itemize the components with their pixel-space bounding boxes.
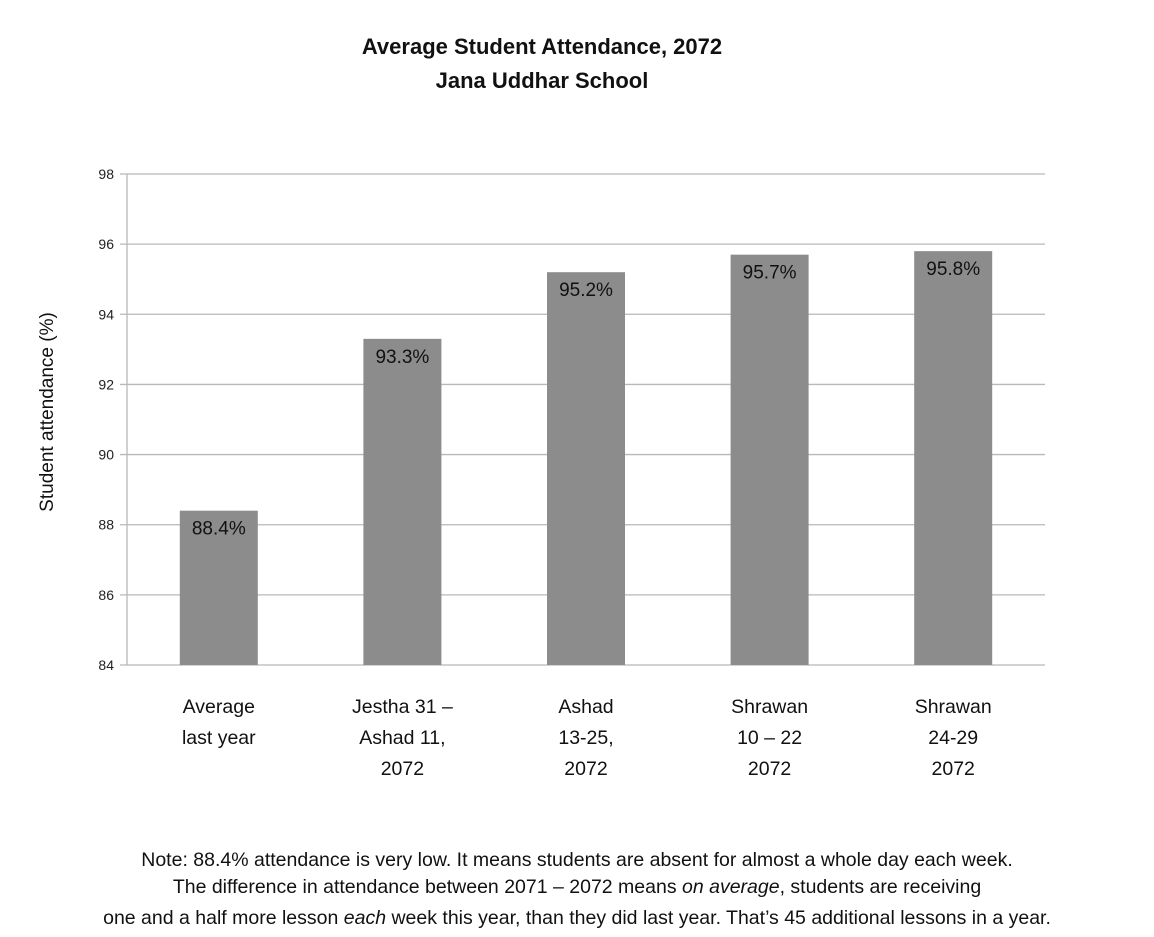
bar (914, 251, 993, 665)
y-tick-label: 92 (98, 376, 114, 392)
x-tick-label: Average (183, 696, 255, 718)
data-label: 95.8% (926, 259, 980, 280)
data-label: 95.2% (559, 280, 613, 301)
note-emphasis: each (343, 907, 387, 929)
x-tick-label: 13-25, (558, 727, 613, 749)
x-tick-label: Shrawan (915, 696, 992, 718)
y-tick-label: 98 (98, 166, 114, 182)
y-tick-label: 94 (98, 306, 114, 322)
note-text: , students are receiving (779, 876, 982, 898)
note-line-1: Note: 88.4% attendance is very low. It m… (141, 849, 1013, 871)
y-tick-label: 88 (98, 517, 114, 533)
x-tick-label: Jestha 31 – (352, 696, 453, 718)
y-tick-label: 96 (98, 236, 114, 252)
y-tick-label: 84 (98, 657, 114, 673)
note-text: one and a half more lesson (103, 907, 344, 929)
y-axis-label: Student attendance (%) (37, 312, 58, 512)
x-tick-label: 10 – 22 (737, 727, 802, 749)
x-tick-label: 2072 (748, 758, 791, 780)
x-tick-label: Ashad (558, 696, 613, 718)
x-tick-label: 2072 (564, 758, 607, 780)
bar-chart: 84 86 88 90 92 94 96 98 Student attendance (%) 88… (37, 166, 1045, 780)
x-tick-label: Shrawan (731, 696, 808, 718)
x-tick-label: 2072 (381, 758, 424, 780)
data-label: 95.7% (743, 263, 797, 284)
data-label: 93.3% (375, 347, 429, 368)
x-tick-label: Ashad 11, (359, 727, 445, 749)
y-tick-label: 86 (98, 587, 114, 603)
note-text: The difference in attendance between 207… (172, 876, 682, 898)
bar (179, 510, 258, 665)
y-tick-label: 90 (98, 447, 114, 463)
chart-subtitle: Jana Uddhar School (435, 68, 649, 93)
note-line-2: The difference in attendance between 207… (0, 876, 1154, 899)
note-text: week this year, than they did last year.… (386, 907, 1051, 929)
bar (363, 338, 442, 665)
bar (547, 272, 625, 665)
bar (730, 254, 809, 665)
x-tick-label: 24-29 (928, 727, 978, 749)
note-emphasis: on average (682, 876, 780, 898)
note-line-3: one and a half more lesson each week thi… (0, 907, 1154, 930)
data-label: 88.4% (192, 519, 246, 540)
chart-title: Average Student Attendance, 2072 (361, 34, 723, 59)
x-tick-label: last year (182, 727, 256, 749)
x-tick-label: 2072 (932, 758, 975, 780)
